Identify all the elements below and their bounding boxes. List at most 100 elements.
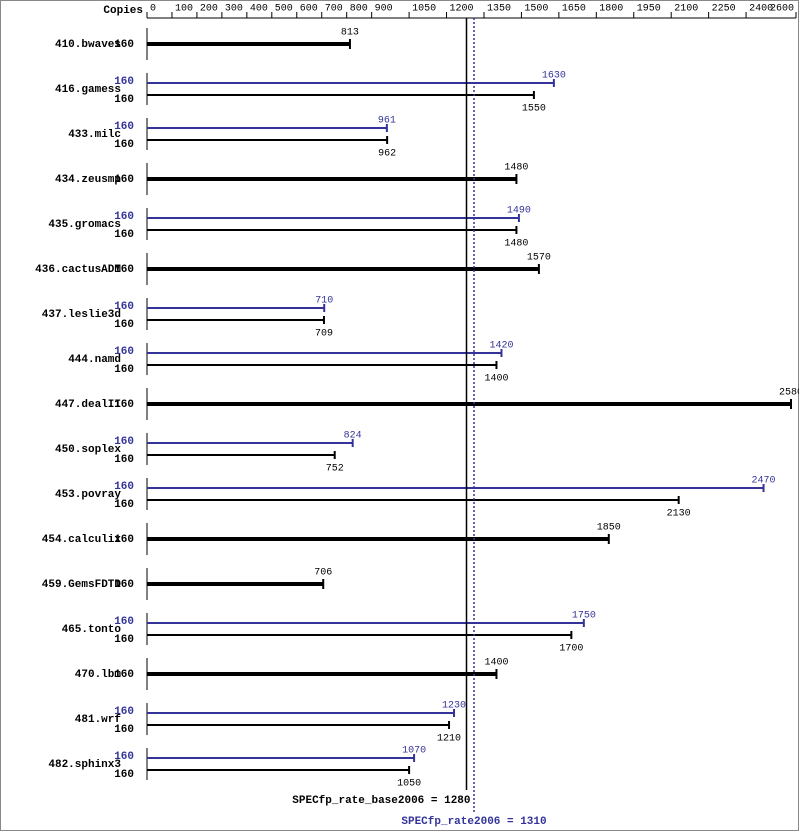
bar — [147, 487, 764, 489]
bar — [147, 127, 387, 129]
value-label: 1550 — [522, 104, 546, 115]
copies: 160 — [114, 399, 134, 411]
bar — [147, 352, 502, 354]
benchmark-label: 470.lbm — [75, 669, 122, 681]
bar — [147, 139, 388, 141]
value-label: 752 — [326, 464, 344, 475]
x-tick-label: 900 — [375, 4, 393, 15]
bar — [147, 307, 325, 309]
value-label: 1070 — [402, 746, 426, 757]
bar — [147, 364, 497, 366]
copies: 160 — [114, 264, 134, 276]
copies: 160 — [114, 499, 134, 511]
benchmark-label: 435.gromacs — [48, 219, 121, 231]
copies: 160 — [114, 364, 134, 376]
benchmark-label: 436.cactusADM — [35, 264, 121, 276]
bar — [147, 319, 324, 321]
x-tick-label: 600 — [300, 4, 318, 15]
bar — [147, 672, 497, 676]
copies: 160 — [114, 301, 134, 313]
x-tick-label: 1050 — [412, 4, 436, 15]
value-label: 1400 — [484, 658, 508, 669]
bar — [147, 82, 554, 84]
x-tick-label: 2400 — [749, 4, 773, 15]
copies: 160 — [114, 616, 134, 628]
x-tick-label: 1500 — [524, 4, 548, 15]
copies: 160 — [114, 94, 134, 106]
x-tick-label: 2100 — [674, 4, 698, 15]
bar — [147, 757, 415, 759]
value-label: 1230 — [442, 701, 466, 712]
bar — [147, 177, 517, 181]
bar — [147, 769, 410, 771]
copies: 160 — [114, 481, 134, 493]
bar — [147, 582, 324, 586]
x-tick-label: 1200 — [450, 4, 474, 15]
x-tick-label: 0 — [150, 4, 156, 15]
bar — [147, 537, 609, 541]
copies: 160 — [114, 76, 134, 88]
benchmark-label: 465.tonto — [62, 624, 122, 636]
benchmark-label: 459.GemsFDTD — [42, 579, 122, 591]
bar — [147, 402, 792, 406]
x-tick-label: 800 — [350, 4, 368, 15]
value-label: 2580 — [779, 388, 799, 399]
copies: 160 — [114, 751, 134, 763]
copies: 160 — [114, 436, 134, 448]
bar — [147, 267, 539, 271]
bar — [147, 622, 584, 624]
bar — [147, 499, 679, 501]
copies: 160 — [114, 706, 134, 718]
copies: 160 — [114, 319, 134, 331]
benchmark-label: 444.namd — [68, 354, 121, 366]
benchmark-label: 454.calculix — [42, 534, 122, 546]
value-label: 709 — [315, 329, 333, 340]
copies: 160 — [114, 724, 134, 736]
x-tick-label: 200 — [200, 4, 218, 15]
copies: 160 — [114, 39, 134, 51]
x-tick-label: 1950 — [637, 4, 661, 15]
copies: 160 — [114, 229, 134, 241]
value-label: 1480 — [504, 239, 528, 250]
bar — [147, 217, 519, 219]
benchmark-label: 453.povray — [55, 489, 121, 501]
value-label: 1750 — [572, 611, 596, 622]
value-label: 1630 — [542, 71, 566, 82]
bar — [147, 724, 450, 726]
value-label: 1210 — [437, 734, 461, 745]
summary-label: SPECfp_rate_base2006 = 1280 — [292, 795, 470, 807]
copies: 160 — [114, 534, 134, 546]
value-label: 1570 — [527, 253, 551, 264]
bar — [147, 712, 455, 714]
copies: 160 — [114, 139, 134, 151]
value-label: 1850 — [597, 523, 621, 534]
value-label: 706 — [314, 568, 332, 579]
value-label: 710 — [315, 296, 333, 307]
bar — [147, 94, 534, 96]
copies: 160 — [114, 454, 134, 466]
value-label: 1700 — [559, 644, 583, 655]
value-label: 2130 — [667, 509, 691, 520]
summary-label: SPECfp_rate2006 = 1310 — [401, 816, 546, 828]
copies: 160 — [114, 211, 134, 223]
x-tick-label: 400 — [250, 4, 268, 15]
benchmark-label: 447.dealII — [55, 399, 121, 411]
x-tick-label: 500 — [275, 4, 293, 15]
value-label: 961 — [378, 116, 396, 127]
copies: 160 — [114, 174, 134, 186]
value-label: 1050 — [397, 779, 421, 790]
benchmark-label: 433.milc — [68, 129, 121, 141]
x-tick-label: 300 — [225, 4, 243, 15]
value-label: 813 — [341, 28, 359, 39]
value-label: 1490 — [507, 206, 531, 217]
x-tick-label: 1350 — [487, 4, 511, 15]
value-label: 824 — [344, 431, 362, 442]
benchmark-label: 450.soplex — [55, 444, 121, 456]
x-tick-label: 2600 — [770, 4, 794, 15]
bar — [147, 42, 350, 46]
value-label: 962 — [378, 149, 396, 160]
benchmark-label: 416.gamess — [55, 84, 121, 96]
